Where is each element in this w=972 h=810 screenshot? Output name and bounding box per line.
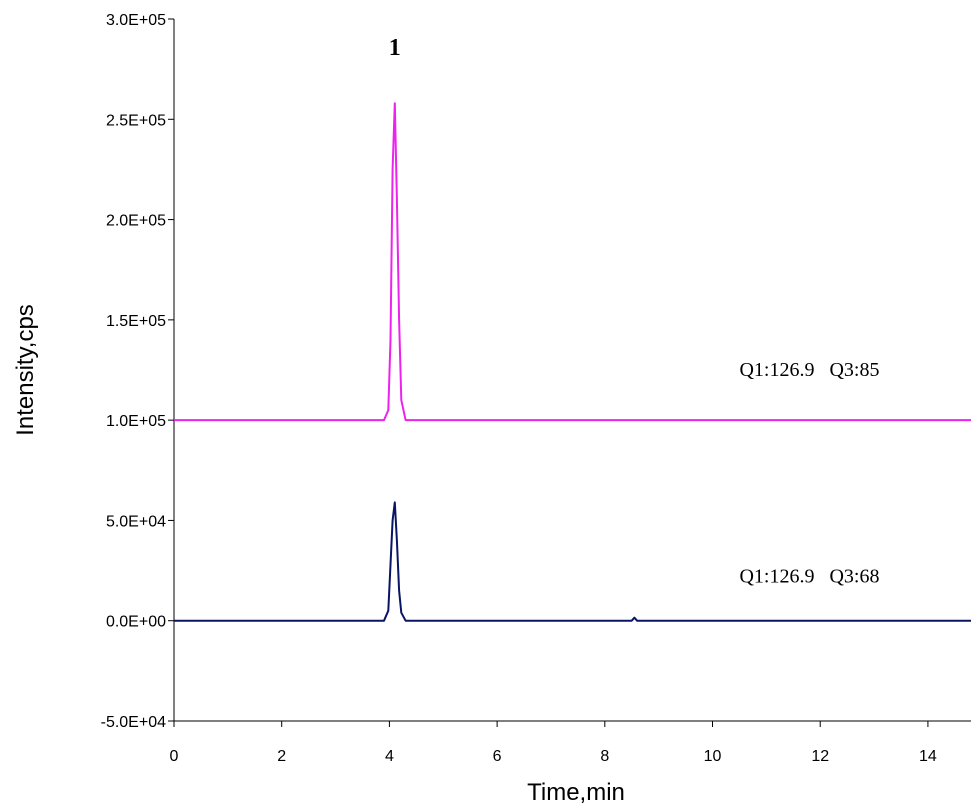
transition-label-1: Q1:126.9 Q3:85 — [739, 359, 879, 381]
y-tick-label: 2.5E+05 — [106, 112, 166, 129]
x-tick-label: 12 — [811, 748, 829, 765]
x-tick-label: 8 — [600, 748, 609, 765]
transition-label-2: Q1:126.9 Q3:68 — [739, 566, 879, 588]
y-axis-title: Intensity,cps — [12, 304, 39, 436]
x-tick-label: 2 — [277, 748, 286, 765]
x-tick-label: 0 — [170, 748, 179, 765]
y-tick-label: 1.0E+05 — [106, 413, 166, 430]
y-tick-label: 5.0E+04 — [106, 513, 166, 530]
x-tick-label: 4 — [385, 748, 394, 765]
series-group — [174, 102, 971, 622]
x-tick-label: 14 — [919, 748, 937, 765]
y-tick-label: 2.0E+05 — [106, 213, 166, 230]
axes: -5.0E+04 0.0E+00 5.0E+04 1.0E+05 1.5E+05 2.0E… — [101, 12, 971, 765]
annotations-group: 1 Q1:126.9 Q3:85 Q1:126.9 Q3:68 — [389, 35, 880, 588]
y-tick-label: 1.5E+05 — [106, 313, 166, 330]
series-line-1 — [174, 102, 971, 422]
x-tick-label: 10 — [704, 748, 722, 765]
y-tick-label: -5.0E+04 — [101, 714, 166, 731]
y-tick-label: 3.0E+05 — [106, 12, 166, 29]
x-tick-label: 6 — [493, 748, 502, 765]
x-axis-title: Time,min — [527, 779, 625, 806]
y-tick-label: 0.0E+00 — [106, 614, 166, 631]
series-line-2 — [174, 501, 971, 622]
peak-number-label: 1 — [389, 35, 401, 61]
